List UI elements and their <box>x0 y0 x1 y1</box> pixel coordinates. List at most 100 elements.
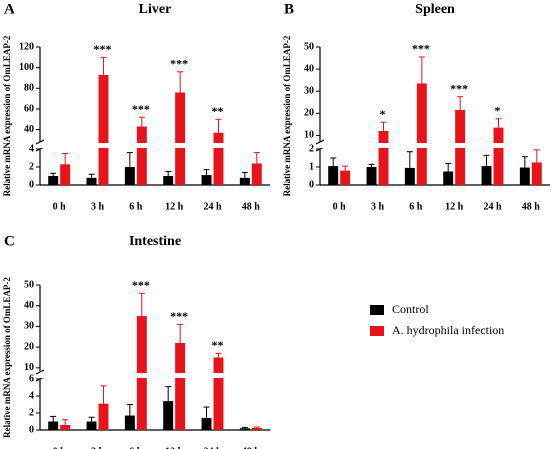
y-tick-label: 2 <box>309 143 314 154</box>
bar <box>48 421 59 430</box>
legend-swatch <box>370 326 384 336</box>
bar <box>124 167 135 185</box>
significance-label: ** <box>211 104 223 118</box>
bar <box>239 428 250 430</box>
y-tick-label: 0 <box>29 179 34 190</box>
bar <box>416 83 427 185</box>
x-tick-label: 48 h <box>522 201 541 212</box>
bar <box>201 175 212 185</box>
bar <box>213 357 224 430</box>
chart-title: Spleen <box>415 2 455 17</box>
bar <box>481 166 492 185</box>
significance-label: *** <box>132 278 150 292</box>
y-tick-label: 6 <box>29 373 34 384</box>
axis-gap <box>41 373 271 378</box>
y-tick-label: 1 <box>309 161 314 172</box>
bar <box>98 74 109 185</box>
y-axis-label: Relative mRNA expression of OmLEAP-2 <box>2 35 12 196</box>
y-axis-label: Relative mRNA expression of OmLEAP-2 <box>282 35 292 196</box>
x-tick-label: 6 h <box>409 201 423 212</box>
x-tick-label: 12 h <box>165 201 184 212</box>
bar <box>124 415 135 430</box>
axis-gap <box>321 143 551 148</box>
x-tick-label: 0 h <box>333 201 347 212</box>
panel-letter: A <box>4 1 15 17</box>
y-tick-label: 50 <box>304 41 314 52</box>
significance-label: *** <box>450 81 468 95</box>
y-tick-label: 40 <box>24 124 34 135</box>
y-tick-label: 50 <box>24 279 34 290</box>
axis-gap <box>41 143 271 148</box>
legend-label: A. hydrophila infection <box>392 323 504 337</box>
bar <box>531 162 542 185</box>
x-tick-label: 24 h <box>203 446 222 449</box>
y-tick-label: 80 <box>24 83 34 94</box>
panel-letter: B <box>284 1 294 17</box>
bar <box>48 176 59 185</box>
x-tick-label: 0 h <box>53 446 67 449</box>
x-tick-label: 0 h <box>53 201 67 212</box>
x-tick-label: 3 h <box>371 201 385 212</box>
bar <box>163 401 174 430</box>
axis-break <box>35 369 45 375</box>
significance-label: ** <box>211 338 223 352</box>
chart-title: Intestine <box>129 234 181 249</box>
x-tick-label: 6 h <box>129 446 143 449</box>
x-tick-label: 48 h <box>242 201 261 212</box>
significance-label: *** <box>93 42 111 56</box>
y-tick-label: 10 <box>304 130 314 141</box>
bar <box>163 176 174 185</box>
bar <box>493 127 504 185</box>
x-tick-label: 24 h <box>483 201 502 212</box>
significance-label: *** <box>132 102 150 116</box>
bar <box>86 177 97 185</box>
bar <box>175 343 186 430</box>
legend-label: Control <box>392 302 429 316</box>
bar <box>86 421 97 430</box>
x-tick-label: 6 h <box>129 201 143 212</box>
x-tick-label: 24 h <box>203 201 222 212</box>
bar <box>239 177 250 185</box>
bar <box>251 427 262 430</box>
x-tick-label: 3 h <box>91 201 105 212</box>
bar <box>201 418 212 430</box>
y-tick-label: 4 <box>29 390 34 401</box>
y-tick-label: 40 <box>304 63 314 74</box>
bar <box>136 126 147 185</box>
y-tick-label: 100 <box>19 62 34 73</box>
y-tick-label: 120 <box>19 41 34 52</box>
y-axis-label: Relative mRNA expression of OmLEAP-2 <box>2 277 12 438</box>
y-tick-label: 60 <box>24 103 34 114</box>
bar <box>98 403 109 430</box>
significance-label: * <box>494 104 500 118</box>
y-tick-label: 20 <box>24 341 34 352</box>
y-tick-label: 30 <box>304 85 314 96</box>
panel-letter: C <box>4 233 15 249</box>
axis-break <box>35 139 45 145</box>
significance-label: * <box>379 107 385 121</box>
bar <box>60 424 71 430</box>
axis-break <box>315 139 325 145</box>
y-tick-label: 2 <box>29 407 34 418</box>
y-tick-label: 40 <box>24 300 34 311</box>
y-tick-label: 0 <box>309 179 314 190</box>
bar <box>404 167 415 185</box>
x-tick-label: 3 h <box>91 446 105 449</box>
bar <box>328 166 339 185</box>
significance-label: *** <box>170 309 188 323</box>
y-tick-label: 4 <box>29 143 34 154</box>
x-tick-label: 12 h <box>445 201 464 212</box>
bar <box>175 92 186 185</box>
bar <box>60 164 71 185</box>
y-tick-label: 30 <box>24 321 34 332</box>
significance-label: *** <box>412 42 430 56</box>
bar <box>378 130 389 185</box>
bar <box>443 171 454 185</box>
y-tick-label: 0 <box>29 424 34 435</box>
bar <box>213 132 224 185</box>
y-tick-label: 10 <box>24 362 34 373</box>
chart-title: Liver <box>139 2 172 17</box>
bar <box>519 167 530 185</box>
bar <box>340 170 351 185</box>
